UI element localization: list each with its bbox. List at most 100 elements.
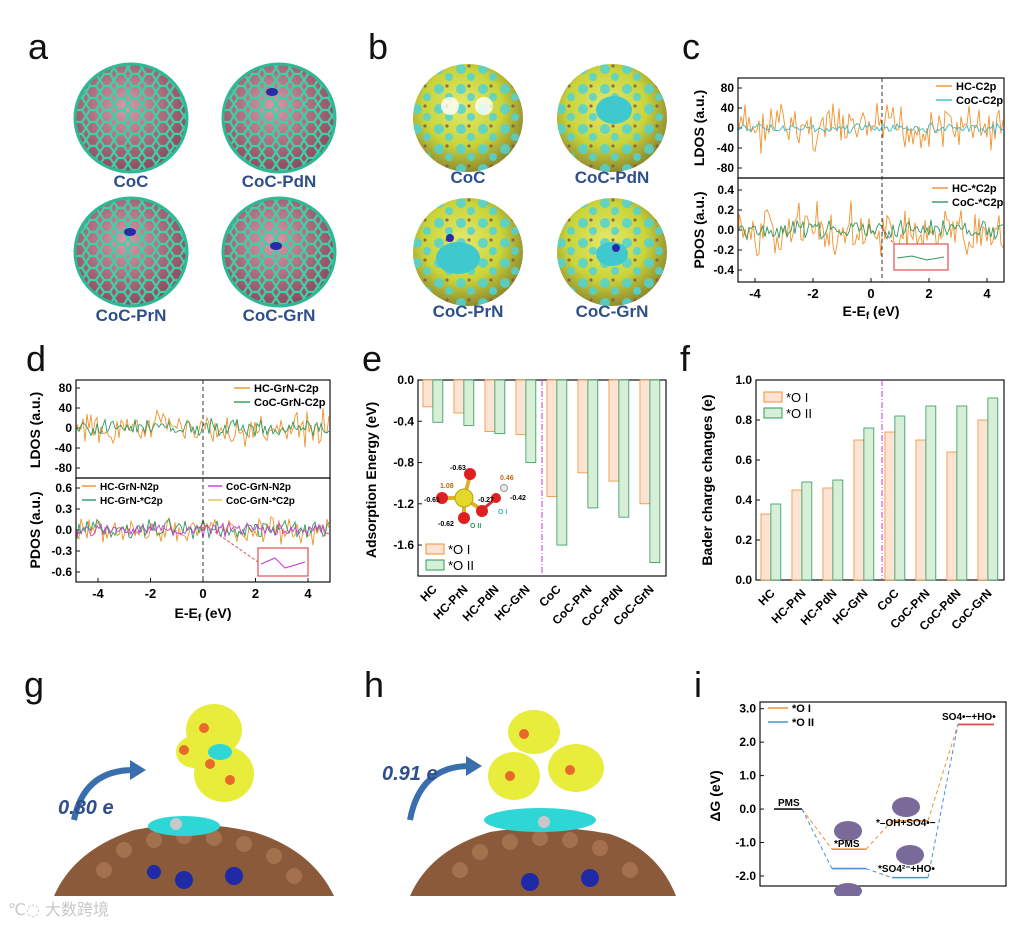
y-tick-label: 40 xyxy=(59,401,73,415)
x-tick-label: -4 xyxy=(749,286,761,301)
bar xyxy=(853,439,865,581)
dos-chart-d: 80 40 0 -40 -80 0.6 0.3 0.0 -0.3 -0.6 -4 -2 0 2 4 LD… xyxy=(27,379,331,624)
y-tick-label: -1.2 xyxy=(393,497,414,511)
plot-frame-top xyxy=(737,77,1005,179)
y-tick-label: -1.0 xyxy=(735,836,756,850)
y-tick-label: 0.8 xyxy=(735,413,752,427)
bar xyxy=(515,379,527,436)
y-tick-label: 0.0 xyxy=(397,373,414,387)
structure-label: CoC xyxy=(450,168,486,187)
structure-label: CoC xyxy=(113,172,149,191)
panel-letter-i: i xyxy=(694,664,702,705)
charge-label: -0.42 xyxy=(510,495,526,502)
y-tick-label: 1.0 xyxy=(735,373,752,387)
energy-connector xyxy=(927,724,959,821)
watermark: ℃◌ 大数跨境 xyxy=(8,900,110,919)
legend-entry: *O I xyxy=(792,703,811,715)
cage-image xyxy=(221,62,337,174)
molecule-inset: -0.63 1.08 -0.61 -0.62 -0.27 0.46 -0.42 … xyxy=(424,465,526,530)
bar xyxy=(956,405,968,581)
x-tick-label: HC xyxy=(755,586,777,608)
y-tick-label: -0.3 xyxy=(51,544,72,558)
legend-entry: HC-GrN-*C2p xyxy=(100,496,163,507)
oxygen-atom xyxy=(491,493,501,503)
adsorption-energy-chart: 0.0-0.4-0.8-1.2-1.6 HCHC-PrNHC-PdNHC-GrN… xyxy=(363,373,667,629)
bar xyxy=(987,397,999,581)
legend-entry: CoC-GrN-*C2p xyxy=(226,496,295,507)
cage-image xyxy=(221,196,337,308)
bar xyxy=(577,379,589,474)
inset-box xyxy=(893,243,949,271)
y-axis-label: Bader charge changes (e) xyxy=(699,394,715,565)
y-axis-label-top: LDOS (a.u.) xyxy=(27,392,43,468)
charge-density-image xyxy=(413,64,523,172)
charge-label: 1.08 xyxy=(440,483,454,490)
pdos-series-line xyxy=(76,521,330,538)
y-axis-label: Adsorption Energy (eV) xyxy=(363,402,379,558)
bar xyxy=(925,405,937,581)
y-tick-label: 2.0 xyxy=(739,735,756,749)
inset-trace xyxy=(260,557,306,569)
charge-label: -0.62 xyxy=(438,521,454,528)
legend-entry: HC-GrN-C2p xyxy=(254,383,319,395)
y-tick-label: 0.4 xyxy=(735,493,752,507)
bar xyxy=(608,379,620,482)
panel-letter-a: a xyxy=(28,26,49,67)
legend-entry: CoC-C2p xyxy=(956,95,1003,107)
bar xyxy=(884,431,896,581)
site-label: O II xyxy=(470,523,481,530)
y-tick-label: -40 xyxy=(717,141,735,155)
bar xyxy=(863,427,875,581)
x-tick-label: 2 xyxy=(925,286,932,301)
state-label: *PMS xyxy=(834,839,860,850)
y-tick-label: 80 xyxy=(59,381,73,395)
x-tick-label: CoC xyxy=(874,586,902,614)
bar xyxy=(791,489,803,581)
bar xyxy=(422,379,434,408)
y-tick-label: 0.3 xyxy=(55,502,72,516)
oxygen-atom xyxy=(458,512,470,524)
structure-label: CoC-PrN xyxy=(432,302,504,321)
panel-letter-e: e xyxy=(362,338,383,379)
oxygen-atom xyxy=(464,468,476,480)
dos-series-line xyxy=(738,122,1003,135)
legend: *O I *O II xyxy=(768,703,814,729)
panel-letter-d: d xyxy=(26,338,47,379)
bar xyxy=(453,379,465,414)
panel-letter-b: b xyxy=(368,26,389,67)
state-label: *–OH+SO4•− xyxy=(876,818,936,829)
legend-entry: *O I xyxy=(786,390,808,405)
x-tick-label: -4 xyxy=(92,586,104,601)
state-label: PMS xyxy=(778,798,800,809)
y-tick-label: 1.0 xyxy=(739,769,756,783)
legend-entry: *O II xyxy=(792,717,814,729)
bar xyxy=(463,379,475,426)
legend-entry: HC-C2p xyxy=(956,81,997,93)
y-tick-label: -0.4 xyxy=(713,263,734,277)
y-axis-label-bottom: PDOS (a.u.) xyxy=(691,191,707,268)
energy-connector xyxy=(927,724,959,878)
hydrogen-atom xyxy=(500,484,508,492)
y-tick-label: 0 xyxy=(65,421,72,435)
panel-letter-g: g xyxy=(24,664,45,705)
pdos-series-line xyxy=(738,219,1004,241)
charge-value: 0.91 e xyxy=(382,763,438,785)
pdos-series-line xyxy=(738,200,1004,258)
x-tick-label: 4 xyxy=(304,586,312,601)
legend-entry: *O I xyxy=(448,542,470,557)
y-tick-label: 0.0 xyxy=(55,523,72,537)
bar xyxy=(801,481,813,581)
structure-label: CoC-PrN xyxy=(95,306,167,325)
inset-connector xyxy=(881,227,895,245)
structure-label: CoC-GrN xyxy=(575,302,649,321)
legend-entry: CoC-GrN-N2p xyxy=(226,482,291,493)
bar xyxy=(770,503,782,581)
oxygen-atom xyxy=(436,492,448,504)
x-tick-label: -2 xyxy=(145,586,157,601)
charge-density-image xyxy=(557,64,667,172)
charge-label: -0.63 xyxy=(450,465,466,472)
y-tick-label: -40 xyxy=(55,441,73,455)
dos-series-line xyxy=(76,418,330,437)
bar xyxy=(894,415,906,581)
inset-trace xyxy=(896,255,945,261)
